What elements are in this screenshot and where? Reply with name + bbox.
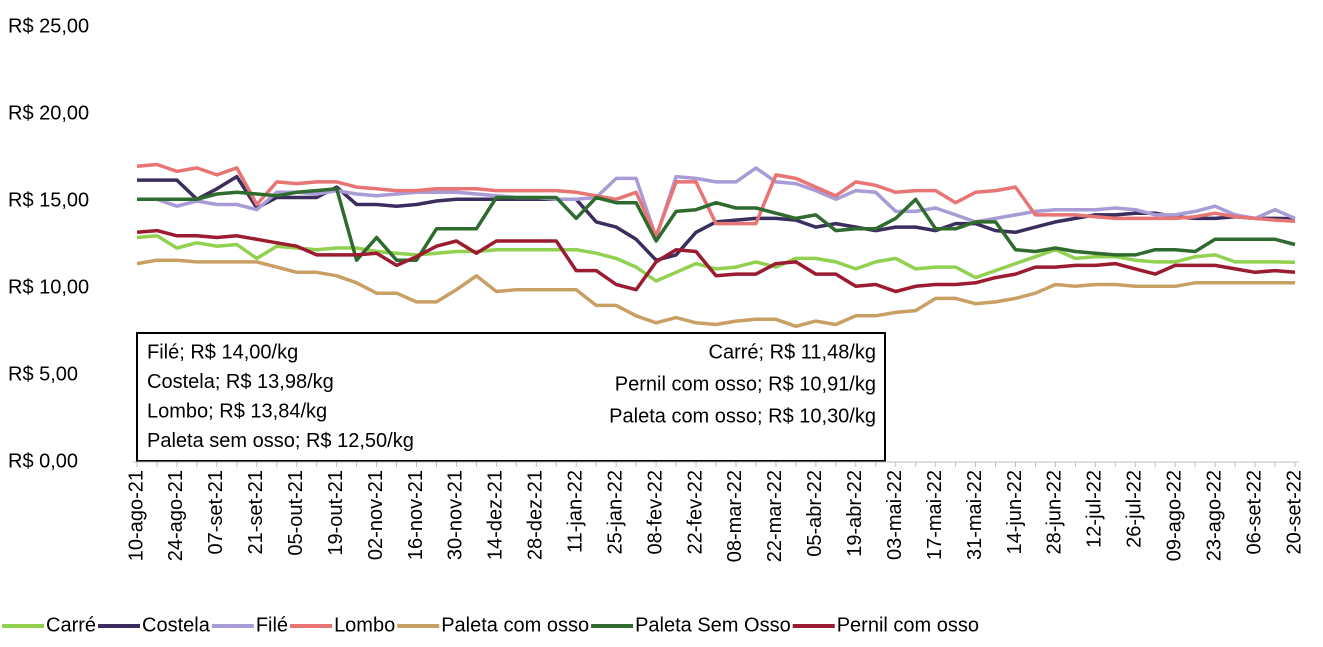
x-tick-label: 05-abr-22: [804, 470, 826, 557]
legend-label: Paleta com osso: [441, 614, 589, 636]
annotation: Carré; R$ 11,48/kg: [709, 341, 877, 363]
series-line: [137, 187, 1296, 262]
legend-item: Filé: [211, 614, 288, 636]
legend-label: Filé: [256, 614, 288, 636]
x-tick-label: 28-dez-21: [525, 470, 547, 560]
x-tick-label: 06-set-22: [1243, 470, 1265, 555]
y-tick-label: R$ 10,00: [8, 276, 89, 298]
series-line: [136, 258, 1295, 329]
x-tick-label: 10-ago-21: [125, 470, 147, 561]
legend-item: Lombo: [290, 614, 395, 636]
x-tick-label: 31-mai-22: [964, 470, 986, 560]
y-tick-label: R$ 5,00: [8, 363, 78, 385]
legend-item: Pernil com osso: [792, 614, 979, 636]
y-tick-label: R$ 15,00: [8, 189, 89, 211]
annotation-box: [136, 332, 886, 462]
x-tick-label: 02-nov-21: [365, 470, 387, 560]
x-tick-label: 14-jun-22: [1004, 470, 1026, 555]
x-tick-label: 03-mai-22: [884, 470, 906, 560]
legend-label: Paleta Sem Osso: [635, 614, 791, 636]
series-line: [136, 228, 1296, 294]
x-tick-label: 22-mar-22: [764, 470, 786, 562]
legend-item: Costela: [98, 614, 211, 636]
y-tick-label: R$ 25,00: [8, 15, 89, 37]
annotation: Paleta sem osso; R$ 12,50/kg: [147, 430, 414, 452]
series-line: [137, 166, 1296, 240]
series-line: [136, 234, 1296, 283]
x-tick-label: 09-ago-22: [1163, 470, 1185, 561]
annotation: Paleta com osso; R$ 10,30/kg: [609, 405, 876, 427]
x-tick-label: 16-nov-21: [405, 470, 427, 560]
x-tick-label: 11-jan-22: [565, 470, 587, 553]
legend-label: Lombo: [334, 614, 395, 636]
x-tick-label: 08-fev-22: [644, 470, 666, 555]
x-tick-label: 19-abr-22: [844, 470, 866, 557]
y-tick-label: R$ 0,00: [8, 450, 78, 472]
x-tick-label: 30-nov-21: [445, 470, 467, 560]
legend-label: Costela: [142, 614, 211, 636]
x-tick-label: 17-mai-22: [924, 470, 946, 560]
x-tick-label: 28-jun-22: [1044, 470, 1066, 555]
x-tick-label: 23-ago-22: [1203, 470, 1225, 561]
x-tick-label: 26-jul-22: [1124, 470, 1146, 548]
x-tick-label: 07-set-21: [205, 470, 227, 555]
x-tick-label: 21-set-21: [245, 470, 267, 555]
x-tick-label: 12-jul-22: [1084, 470, 1106, 548]
annotation: Lombo; R$ 13,84/kg: [147, 400, 327, 422]
x-tick-label: 19-out-21: [325, 470, 347, 556]
x-tick-label: 05-out-21: [285, 470, 307, 556]
series-line: [136, 162, 1296, 238]
legend-item: Paleta Sem Osso: [591, 614, 791, 636]
annotation: Filé; R$ 14,00/kg: [147, 341, 298, 363]
x-tick-label: 25-jan-22: [604, 470, 626, 555]
x-tick-label: 14-dez-21: [485, 470, 507, 560]
x-tick-label: 08-mar-22: [724, 470, 746, 562]
annotation: Pernil com osso; R$ 10,91/kg: [615, 373, 876, 395]
legend-item: Paleta com osso: [397, 614, 589, 636]
y-tick-label: R$ 20,00: [8, 102, 89, 124]
legend-label: Carré: [46, 614, 96, 636]
x-tick-label: 22-fev-22: [684, 470, 706, 555]
x-tick-label: 20-set-22: [1283, 470, 1305, 555]
annotation: Costela; R$ 13,98/kg: [147, 371, 334, 393]
legend-item: Carré: [2, 614, 96, 636]
x-tick-label: 24-ago-21: [165, 470, 187, 561]
legend-label: Pernil com osso: [837, 614, 979, 636]
